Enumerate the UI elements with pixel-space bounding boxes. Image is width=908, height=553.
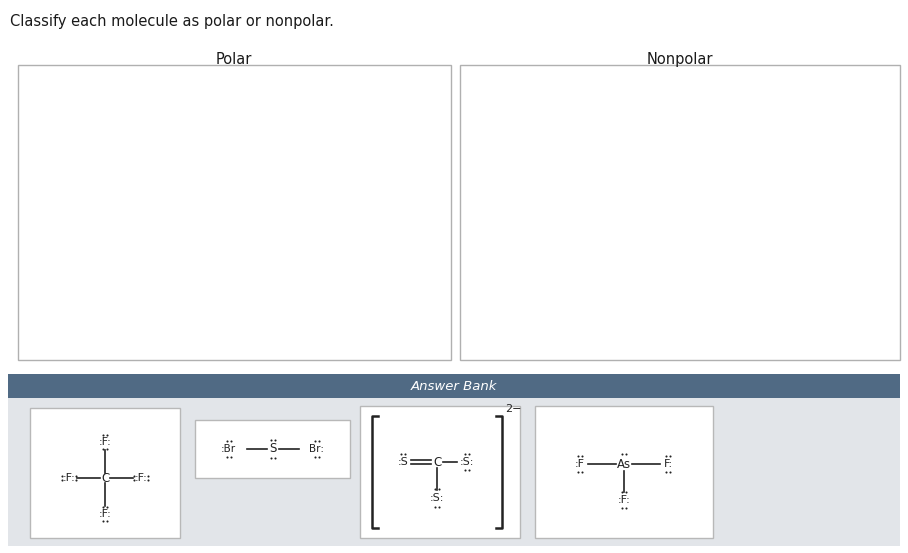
- Text: :S:: :S:: [429, 493, 444, 503]
- Text: S: S: [269, 442, 276, 456]
- Text: Answer Bank: Answer Bank: [410, 379, 498, 393]
- Text: As: As: [617, 457, 631, 471]
- Bar: [30, 408, 180, 538]
- Text: Classify each molecule as polar or nonpolar.: Classify each molecule as polar or nonpo…: [10, 14, 334, 29]
- Bar: [8, 374, 900, 398]
- Text: :F:: :F:: [134, 473, 147, 483]
- Text: Br:: Br:: [309, 444, 324, 454]
- Bar: [535, 406, 713, 538]
- Text: :F: :F: [575, 459, 585, 469]
- Bar: [460, 65, 900, 360]
- Bar: [360, 406, 520, 538]
- Text: 2−: 2−: [505, 404, 521, 414]
- Text: :F:: :F:: [63, 473, 75, 483]
- Bar: [195, 420, 350, 478]
- Text: C: C: [433, 456, 441, 468]
- Text: :S: :S: [398, 457, 409, 467]
- Text: C: C: [101, 472, 109, 484]
- Text: Polar: Polar: [216, 52, 252, 67]
- Text: :Br: :Br: [221, 444, 236, 454]
- Text: :F:: :F:: [99, 509, 112, 519]
- Bar: [8, 398, 900, 546]
- Text: Nonpolar: Nonpolar: [646, 52, 714, 67]
- Bar: [18, 65, 451, 360]
- Text: F:: F:: [664, 459, 673, 469]
- Text: :S:: :S:: [459, 457, 474, 467]
- Text: :F:: :F:: [99, 437, 112, 447]
- Text: :F:: :F:: [617, 495, 630, 505]
